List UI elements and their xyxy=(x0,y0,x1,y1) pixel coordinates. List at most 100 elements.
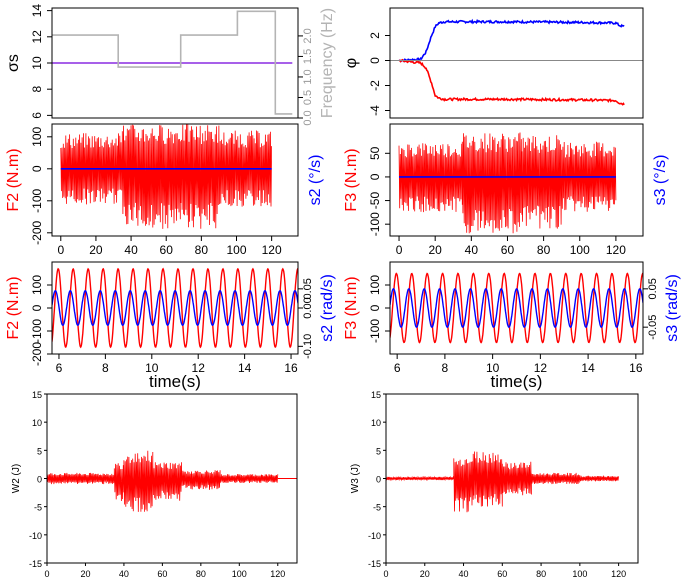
p8-ytick-label: -5 xyxy=(373,503,381,513)
p1-ylabel: σs xyxy=(5,54,22,72)
p5-ylabel: F2 (N.m) xyxy=(5,276,22,339)
p3-ytick-label: 100 xyxy=(30,126,44,146)
p7-series-W2 xyxy=(47,450,279,512)
p4-series-F3 xyxy=(398,132,617,234)
p4-xtick-label: 60 xyxy=(501,243,515,257)
p7-xtick-label: 60 xyxy=(157,569,167,579)
p8-ytick-label: -15 xyxy=(368,559,381,569)
p6-xtick-label: 14 xyxy=(581,361,595,375)
p7-ylabel: W2 (J) xyxy=(11,464,22,493)
p2-ylabel: φ xyxy=(343,58,360,68)
p4-plot-area xyxy=(398,132,617,234)
p3-xtick-label: 80 xyxy=(195,243,209,257)
p3-ytick-label: -200 xyxy=(30,220,44,244)
p1-ylabel-right: Frequency (Hz) xyxy=(319,8,336,118)
p1-ytick-right-label: 1.5 xyxy=(302,49,314,64)
p2-ytick-label: 2 xyxy=(368,32,382,39)
p3-series-F2 xyxy=(60,124,272,229)
p7-xtick-label: 40 xyxy=(119,569,129,579)
p4-ylabel-right: s3 (°/s) xyxy=(652,155,669,206)
p4-xtick-label: 20 xyxy=(428,243,442,257)
p4-ylabel: F3 (N.m) xyxy=(343,148,360,211)
p8-plot-area xyxy=(386,451,619,513)
p5-series-s2 xyxy=(52,290,298,326)
p6-plot-area xyxy=(390,272,643,344)
p7-xtick-label: 80 xyxy=(196,569,206,579)
p3-xtick-label: 120 xyxy=(262,243,282,257)
p5-ytick-label: 100 xyxy=(30,275,44,295)
p5-ytick-label: 0 xyxy=(30,304,44,311)
p7-xtick-label: 0 xyxy=(44,569,49,579)
p1-ytick-label: 14 xyxy=(30,4,44,18)
p7-xtick-label: 100 xyxy=(232,569,247,579)
p5-xtick-label: 6 xyxy=(56,361,63,375)
p6-ytick-label: -100 xyxy=(368,319,382,343)
p8-xtick-label: 0 xyxy=(383,569,388,579)
p1-ytick-right-label: 0.0 xyxy=(302,110,314,125)
p5-ytick-right-label: -0.10 xyxy=(302,334,314,359)
p2-frame xyxy=(389,7,644,119)
p3-xtick-label: 40 xyxy=(124,243,138,257)
p4-frame xyxy=(389,123,644,237)
p7-ytick-label: 0 xyxy=(37,475,42,485)
p8-xtick-label: 60 xyxy=(497,569,507,579)
p4-ytick-label: 0 xyxy=(368,173,382,180)
p2-ytick-label: -4 xyxy=(368,105,382,116)
p5-ytick-label: -100 xyxy=(30,319,44,343)
p1-plot-area xyxy=(52,10,293,115)
p1-ytick-right-label: 1.0 xyxy=(302,69,314,84)
p8-ytick-label: -10 xyxy=(368,531,381,541)
p5-ylabel-right: s2 (rad/s) xyxy=(319,274,336,342)
p7-ytick-label: 10 xyxy=(32,418,42,428)
p6-xtick-label: 16 xyxy=(629,361,643,375)
p2-ytick-label: -2 xyxy=(368,80,382,91)
p8-ytick-label: 0 xyxy=(376,475,381,485)
p4-xtick-label: 120 xyxy=(606,243,626,257)
p7-xtick-label: 120 xyxy=(270,569,285,579)
p6-ylabel: F3 (N.m) xyxy=(343,276,360,339)
p3-xtick-label: 0 xyxy=(57,243,64,257)
p1-series-frequency xyxy=(52,10,293,115)
p1-ytick-label: 10 xyxy=(30,56,44,70)
p7-ytick-label: -5 xyxy=(34,503,42,513)
p5-xtick-label: 10 xyxy=(145,361,159,375)
p3-ylabel: F2 (N.m) xyxy=(5,148,22,211)
p3-ylabel-right: s2 (°/s) xyxy=(307,155,324,206)
p5-xtick-label: 14 xyxy=(238,361,252,375)
p5-ytick-right-label: 0.00 xyxy=(302,297,314,318)
p8-series-W3 xyxy=(386,451,619,513)
p6-ylabel-right: s3 (rad/s) xyxy=(664,274,681,342)
p8-xtick-label: 100 xyxy=(572,569,587,579)
p5-xtick-label: 16 xyxy=(284,361,298,375)
p1-ytick-label: 8 xyxy=(30,86,44,93)
p8-xtick-label: 20 xyxy=(420,569,430,579)
p6-series-F3 xyxy=(390,272,643,344)
p8-ytick-label: 5 xyxy=(376,446,381,456)
p8-xtick-label: 80 xyxy=(536,569,546,579)
p4-ytick-label: -100 xyxy=(368,212,382,236)
p3-ytick-label: -100 xyxy=(30,188,44,212)
p3-frame xyxy=(51,123,299,237)
p5-ytick-right-label: 0.05 xyxy=(302,278,314,299)
p5-xlabel: time(s) xyxy=(149,372,201,391)
p1-ytick-right-label: 0.5 xyxy=(302,90,314,105)
p5-plot-area xyxy=(52,267,298,349)
p5-xtick-label: 8 xyxy=(102,361,109,375)
p8-ytick-label: 10 xyxy=(371,418,381,428)
p3-plot-area xyxy=(60,124,272,229)
p6-ytick-label: 100 xyxy=(368,275,382,295)
p6-ytick-right-label: -0.05 xyxy=(647,315,659,340)
p5-ytick-label: -200 xyxy=(30,342,44,366)
p3-xtick-label: 100 xyxy=(226,243,246,257)
p8-xtick-label: 40 xyxy=(459,569,469,579)
p6-xtick-label: 8 xyxy=(442,361,449,375)
p1-ytick-label: 6 xyxy=(30,112,44,119)
p6-xtick-label: 6 xyxy=(394,361,401,375)
p3-xtick-label: 20 xyxy=(89,243,103,257)
p8-xtick-label: 120 xyxy=(611,569,626,579)
p4-xtick-label: 0 xyxy=(396,243,403,257)
p1-ytick-right-label: 2.0 xyxy=(302,28,314,43)
p2-plot-area xyxy=(390,18,643,106)
p5-xtick-label: 12 xyxy=(192,361,206,375)
